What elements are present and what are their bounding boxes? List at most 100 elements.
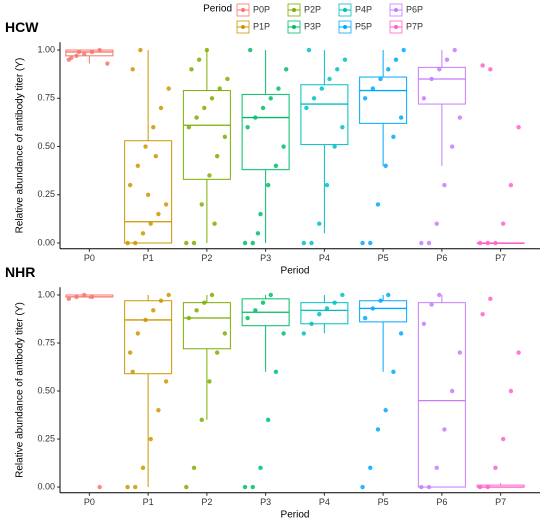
point	[153, 153, 159, 159]
point	[508, 182, 514, 188]
point	[143, 144, 148, 149]
box	[241, 93, 290, 171]
point	[82, 51, 87, 57]
point	[449, 388, 455, 394]
point	[186, 125, 192, 130]
point	[398, 115, 404, 120]
x-tick-label: P4	[319, 253, 330, 263]
point	[138, 47, 143, 53]
point	[335, 67, 340, 72]
point	[311, 96, 317, 101]
point	[480, 311, 485, 317]
point	[457, 115, 463, 120]
point	[125, 240, 130, 246]
point	[66, 296, 72, 302]
point	[332, 144, 337, 149]
point	[426, 240, 432, 246]
point	[89, 294, 95, 300]
x-tick-label: P7	[495, 497, 506, 507]
y-tick-label: 0.75	[37, 337, 55, 347]
point	[391, 134, 396, 140]
point	[207, 379, 212, 384]
x-tick-label: P6	[436, 497, 447, 507]
point	[370, 86, 376, 91]
point	[516, 125, 521, 130]
point	[202, 105, 207, 111]
point	[194, 308, 199, 313]
point	[245, 125, 250, 130]
box	[182, 302, 231, 350]
x-tick-label: P2	[201, 497, 212, 507]
point	[222, 331, 228, 336]
point	[217, 86, 222, 91]
point	[449, 144, 455, 149]
point	[189, 67, 194, 72]
point	[268, 292, 273, 298]
point	[253, 115, 258, 120]
box	[124, 140, 173, 244]
point	[194, 115, 199, 120]
point	[196, 57, 202, 62]
legend-key-dot	[292, 8, 296, 12]
point	[368, 465, 373, 471]
point	[306, 47, 312, 53]
y-tick-label: 0.00	[37, 481, 55, 491]
point	[260, 105, 266, 111]
point	[191, 240, 197, 246]
x-tick-label: P0	[84, 253, 95, 263]
point	[493, 240, 498, 246]
legend-title: Period	[203, 4, 232, 15]
point	[156, 408, 161, 413]
point	[309, 240, 314, 246]
point	[342, 57, 348, 62]
legend-key-dot	[241, 8, 245, 12]
point	[508, 388, 514, 394]
point	[207, 173, 212, 178]
legend-label: P4P	[355, 4, 372, 14]
x-axis-label: Period	[281, 509, 310, 520]
point	[327, 76, 332, 82]
point	[360, 484, 365, 490]
x-tick-label: P3	[260, 253, 271, 263]
point	[184, 240, 189, 246]
point	[419, 240, 424, 246]
point	[125, 484, 130, 490]
point	[370, 306, 376, 311]
legend-key-dot	[292, 25, 296, 29]
legend-label: P0P	[253, 4, 270, 14]
point	[442, 427, 447, 432]
point	[199, 202, 204, 207]
x-tick-label: P7	[495, 253, 506, 263]
point	[324, 306, 330, 311]
point	[477, 240, 483, 246]
point	[383, 163, 388, 169]
point	[319, 86, 325, 91]
legend-key-dot	[394, 25, 398, 29]
point	[74, 53, 79, 59]
box	[359, 300, 408, 323]
point	[516, 350, 521, 355]
x-tick-label: P6	[436, 253, 447, 263]
y-axis-label: Relative abundance of antibody titer (Y)	[15, 302, 26, 478]
point	[82, 292, 87, 298]
x-axis-label: Period	[281, 265, 310, 276]
point	[421, 96, 427, 101]
y-tick-label: 0.25	[37, 189, 55, 199]
point	[368, 240, 373, 246]
point	[309, 321, 314, 326]
box	[417, 66, 466, 105]
point	[480, 63, 485, 68]
point	[488, 67, 493, 72]
point	[97, 47, 102, 53]
point	[97, 484, 102, 490]
legend-label: P1P	[253, 21, 270, 31]
legend-key-dot	[394, 8, 398, 12]
point	[74, 294, 79, 300]
point	[148, 436, 153, 442]
box	[65, 49, 114, 57]
point	[163, 379, 169, 384]
point	[140, 231, 146, 236]
point	[258, 211, 263, 217]
point	[202, 300, 207, 305]
